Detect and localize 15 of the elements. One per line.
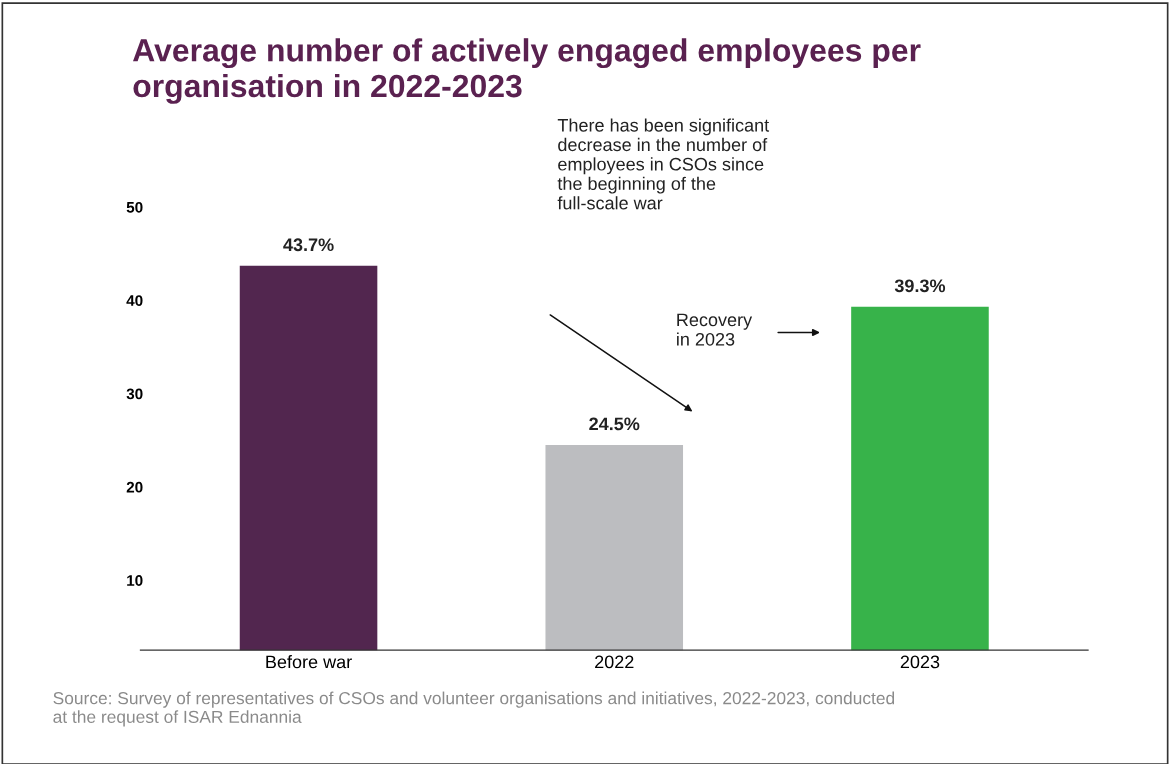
chart-title: Average number of actively engaged employees per organisation in 2022-2023	[133, 38, 921, 104]
data-label: 43.7%	[283, 238, 334, 252]
y-tick-label: 40	[126, 295, 143, 307]
source-note: Source: Survey of representatives of CSOs and volunteer organisations and initiatives, 2022-2023, conducted at the request of ISAR Ednannia	[53, 691, 895, 727]
annotation: There has been significant decrease in the number of employees in CSOs since the beginning of the full-scale war	[557, 118, 770, 210]
y-tick-label: 30	[126, 388, 143, 400]
x-tick-label: 2023	[900, 655, 940, 669]
x-tick-label: Before war	[266, 655, 352, 669]
annotation: Recovery in 2023	[677, 313, 753, 346]
y-tick-label: 50	[126, 201, 143, 213]
y-tick-label: 10	[127, 575, 143, 586]
y-tick-label: 20	[126, 481, 143, 493]
x-tick-label: 2022	[595, 655, 634, 669]
data-label: 24.5%	[589, 417, 640, 431]
data-label: 39.3%	[894, 279, 946, 293]
